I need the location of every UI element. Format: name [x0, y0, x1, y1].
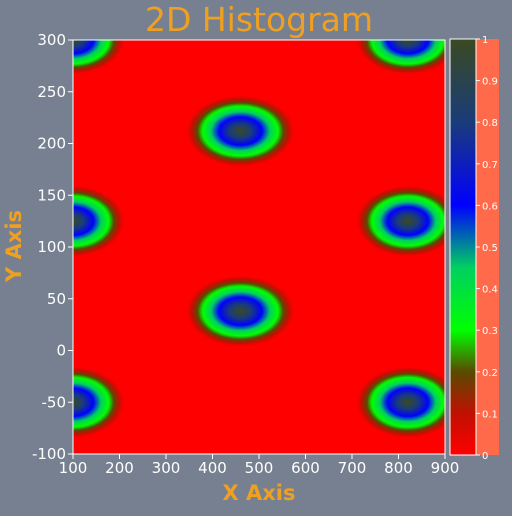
colorbar-tick-label: 0.7: [482, 160, 498, 171]
heatmap-blob-3: [73, 185, 125, 257]
x-tick-label: 500: [245, 459, 274, 477]
colorbar-gradient: [449, 38, 477, 456]
x-axis-label: X Axis: [223, 481, 296, 505]
heatmap-blob-2: [186, 95, 295, 167]
y-tick-label: 150: [37, 186, 66, 204]
x-axis: 100 200 300 400 500 600 700 800 900: [59, 454, 460, 477]
x-tick-label: 400: [198, 459, 227, 477]
heatmap-blob-0: [73, 40, 125, 75]
y-tick-label: 300: [37, 31, 66, 49]
x-tick-label: 200: [105, 459, 134, 477]
y-tick-label: 0: [56, 342, 66, 360]
colorbar-tick-label: 0.6: [482, 201, 498, 212]
x-tick-label: 100: [59, 459, 88, 477]
colorbar-tick-label: 0.3: [482, 326, 498, 337]
colorbar-tick-label: 0.2: [482, 368, 498, 379]
y-tick-label: 200: [37, 135, 66, 153]
y-tick-label: -100: [32, 445, 66, 463]
y-axis-label: Y Axis: [2, 210, 26, 283]
heatmap-blob-7: [356, 366, 445, 438]
plot-area: [72, 39, 446, 455]
x-tick-label: 800: [384, 459, 413, 477]
y-tick-label: 50: [47, 290, 66, 308]
x-tick-label: 600: [291, 459, 320, 477]
colorbar-tick-label: 0.5: [482, 243, 498, 254]
y-tick-label: 250: [37, 83, 66, 101]
colorbar-tick-label: 0.9: [482, 77, 498, 88]
y-tick-label: 100: [37, 238, 66, 256]
x-tick-label: 300: [152, 459, 181, 477]
y-tick-label: -50: [42, 393, 67, 411]
colorbar: 0 0.1 0.2 0.3 0.4 0.5 0.6 0.7 0.8 0.9 1: [449, 35, 499, 462]
colorbar-tick-label: 0.4: [482, 285, 498, 296]
heatmap-blob-1: [356, 40, 445, 75]
x-tick-label: 700: [338, 459, 367, 477]
colorbar-tick-label: 1: [482, 35, 488, 46]
y-axis: -100 -50 0 50 100 150 200 250 300: [32, 31, 73, 463]
colorbar-tick-label: 0: [482, 451, 488, 462]
colorbar-tick-label: 0.8: [482, 118, 498, 129]
chart-title: 2D Histogram: [145, 0, 373, 39]
heatmap-blob-5: [186, 275, 295, 347]
heatmap-blob-6: [73, 366, 125, 438]
colorbar-label-panel: [476, 39, 499, 455]
heatmap-blob-4: [356, 185, 445, 257]
x-tick-label: 900: [431, 459, 460, 477]
colorbar-tick-label: 0.1: [482, 409, 498, 420]
